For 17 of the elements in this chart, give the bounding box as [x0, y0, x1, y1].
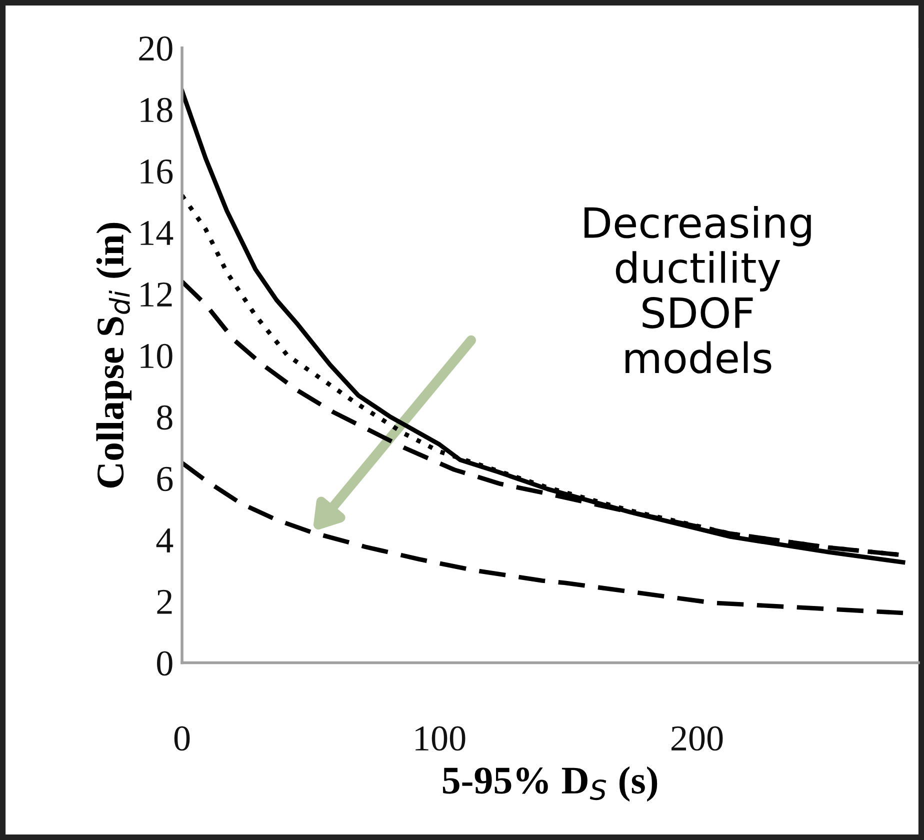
y-tick-label: 6 — [157, 466, 173, 492]
y-tick-label: 10 — [140, 344, 172, 368]
x-tick-label: 100 — [416, 726, 466, 751]
x-axis-title: 5-95% D$_{S}$ (s) — [442, 766, 658, 802]
y-axis-title: Collapse S$_{di}$ (in) — [96, 222, 132, 488]
y-tick-label: 18 — [140, 98, 172, 122]
y-tick-label: 4 — [156, 528, 174, 552]
y-tick-label: 2 — [157, 590, 172, 614]
y-tick-label: 20 — [139, 36, 172, 61]
annotation: Decreasing ductility SDOF models — [584, 206, 811, 374]
y-tick-label: 16 — [140, 159, 173, 184]
x-tick-label: 0 — [174, 726, 190, 751]
y-tick-label: 14 — [140, 221, 174, 245]
y-tick-label: 8 — [157, 405, 172, 430]
y-tick-label: 12 — [140, 282, 172, 306]
x-tick-label: 200 — [672, 726, 723, 751]
y-tick-label: 0 — [157, 651, 172, 676]
